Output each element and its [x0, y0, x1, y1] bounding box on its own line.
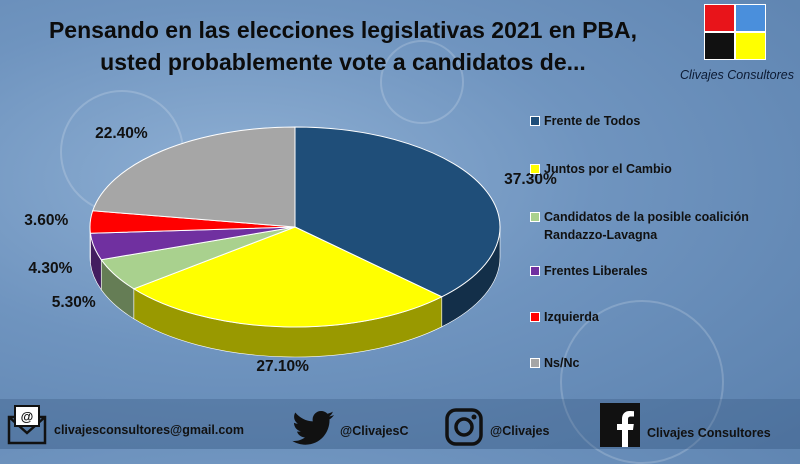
legend-label-line: Randazzo-Lavagna [544, 226, 794, 244]
legend-label-0: Frente de Todos [544, 112, 794, 130]
legend-label-line: Izquierda [544, 308, 794, 326]
legend-label-line: Ns/Nc [544, 354, 794, 372]
instagram-handle[interactable]: @Clivajes [490, 424, 549, 438]
legend-swatch-4 [530, 312, 540, 322]
email-address[interactable]: clivajesconsultores@gmail.com [54, 423, 244, 437]
legend-label-line: Frentes Liberales [544, 262, 794, 280]
legend-label-line: Juntos por el Cambio [544, 160, 794, 178]
legend-label-line: Frente de Todos [544, 112, 794, 130]
facebook-icon[interactable] [600, 403, 640, 447]
facebook-page[interactable]: Clivajes Consultores [647, 426, 771, 440]
pie-value-label-1: 27.10% [256, 358, 309, 376]
legend-label-line: Candidatos de la posible coalición [544, 208, 794, 226]
pie-value-label-2: 5.30% [52, 294, 96, 312]
legend-swatch-2 [530, 212, 540, 222]
email-icon: @ [6, 403, 48, 445]
legend-swatch-0 [530, 116, 540, 126]
legend-swatch-1 [530, 164, 540, 174]
legend-label-4: Izquierda [544, 308, 794, 326]
twitter-handle[interactable]: @ClivajesC [340, 424, 408, 438]
svg-text:@: @ [21, 409, 34, 424]
legend-label-5: Ns/Nc [544, 354, 794, 372]
instagram-icon[interactable] [444, 407, 484, 447]
legend-label-1: Juntos por el Cambio [544, 160, 794, 178]
legend-label-3: Frentes Liberales [544, 262, 794, 280]
pie-value-label-5: 22.40% [95, 125, 148, 143]
footer-bar: @ clivajesconsultores@gmail.com @Clivaje… [0, 399, 800, 449]
legend-swatch-3 [530, 266, 540, 276]
legend-swatch-5 [530, 358, 540, 368]
pie-value-label-3: 4.30% [28, 260, 72, 278]
twitter-icon[interactable] [292, 411, 336, 447]
pie-value-label-4: 3.60% [24, 212, 68, 230]
